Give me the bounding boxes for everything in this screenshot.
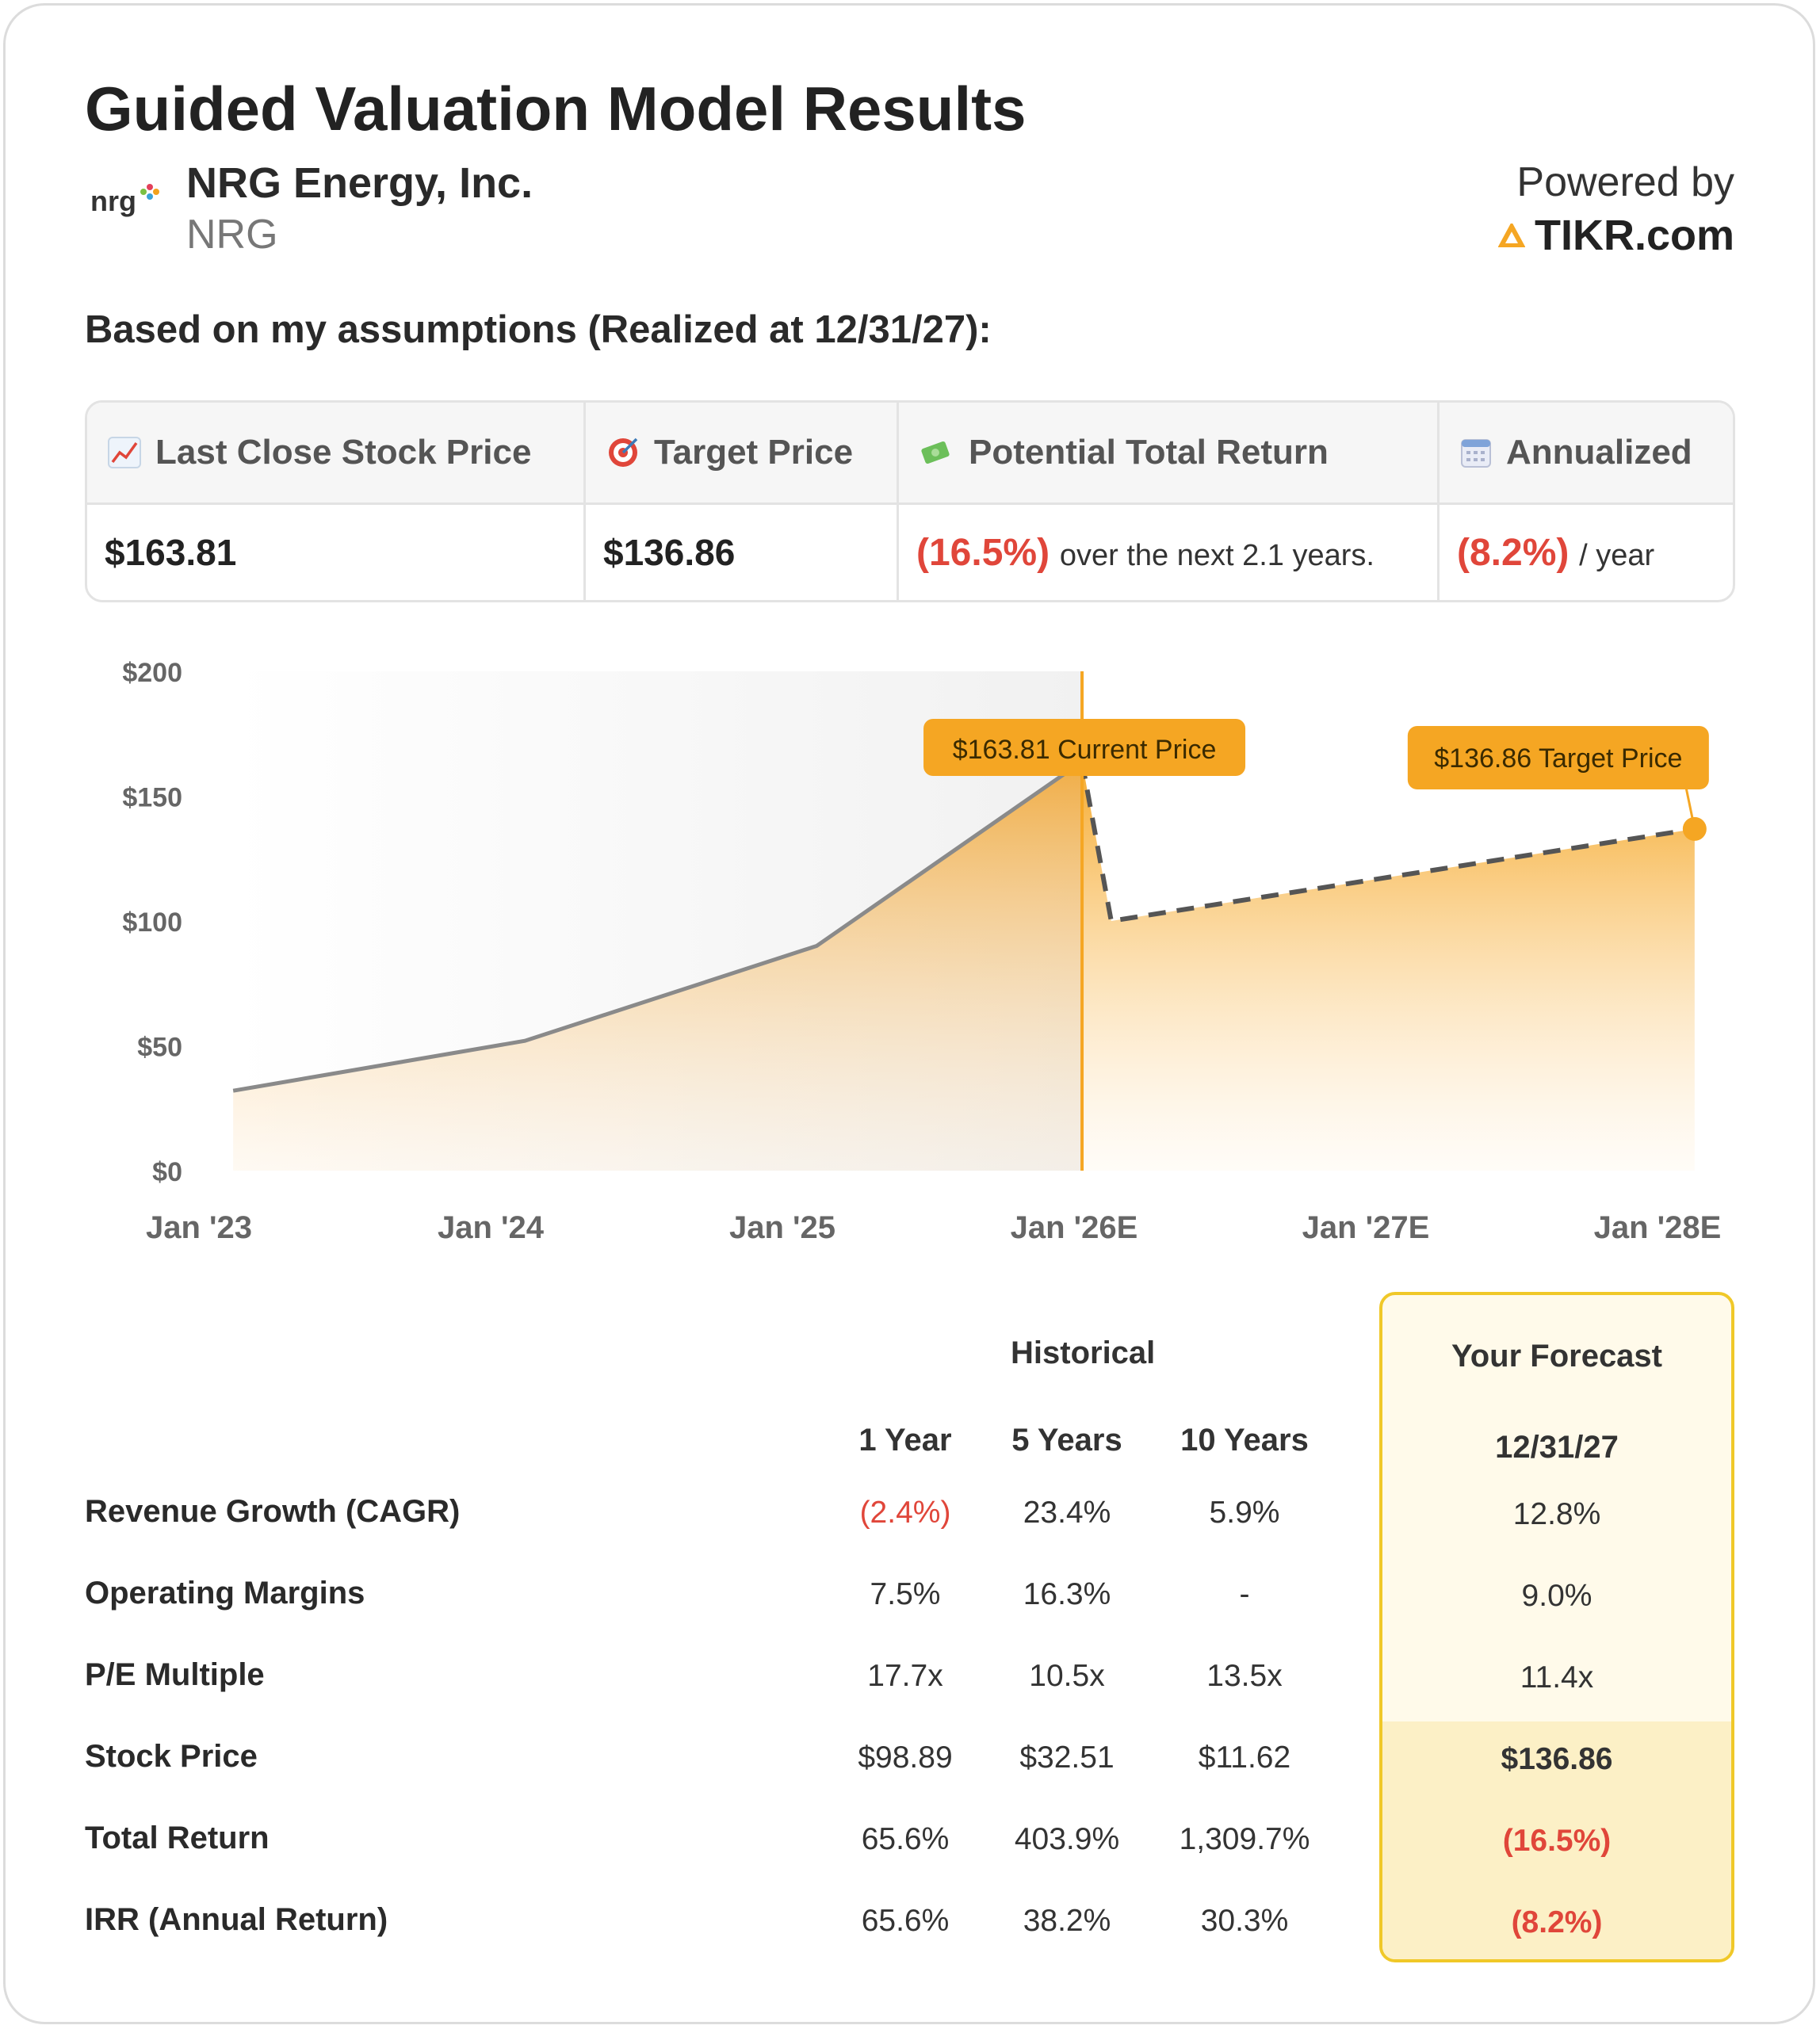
table-cell: 65.6%	[861, 1822, 950, 1856]
assumptions-heading: Based on my assumptions (Realized at 12/…	[85, 308, 992, 351]
row-label: P/E Multiple	[85, 1657, 265, 1692]
x-tick-label: Jan '26E	[1011, 1210, 1138, 1245]
page-title: Guided Valuation Model Results	[85, 74, 1027, 143]
total-return-label: Potential Total Return	[969, 433, 1329, 472]
target-price-label: $136.86 Target Price	[1434, 743, 1682, 774]
forecast-cell: 12.8%	[1512, 1497, 1601, 1531]
col-header-1-year: 1 Year	[858, 1423, 952, 1458]
y-tick-label: $150	[122, 783, 182, 813]
row-label: Operating Margins	[85, 1576, 365, 1611]
table-cell: 403.9%	[1014, 1822, 1120, 1856]
forecast-date: 12/31/27	[1495, 1430, 1619, 1465]
historical-area	[233, 761, 1083, 1171]
summary-header-row	[87, 403, 1733, 505]
x-tick-label: Jan '27E	[1302, 1210, 1430, 1245]
table-cell: 13.5x	[1206, 1659, 1283, 1693]
table-cell: 10.5x	[1029, 1659, 1105, 1693]
summary-col-annualized: Annualized (8.2%) / year	[1437, 403, 1733, 600]
company-ticker: NRG	[186, 212, 278, 258]
col-header-5-years: 5 Years	[1011, 1423, 1122, 1458]
current-price-badge	[923, 719, 1246, 776]
last-close-label: Last Close Stock Price	[155, 433, 532, 472]
table-cell: 65.6%	[861, 1904, 950, 1938]
target-price-label: Target Price	[654, 433, 854, 472]
tikr-logo-icon	[1497, 224, 1525, 247]
table-cell: 23.4%	[1023, 1496, 1111, 1530]
forecast-column: Your Forecast 12/31/27	[1379, 1292, 1734, 1962]
col-header-10-years: 10 Years	[1180, 1423, 1309, 1458]
logo-text: nrg	[90, 185, 136, 217]
x-tick-label: Jan '23	[146, 1210, 252, 1245]
chart-up-icon	[108, 437, 141, 468]
summary-col-last-close: Last Close Stock Price $163.81	[87, 403, 583, 600]
target-icon	[609, 438, 638, 467]
forecast-cell: 11.4x	[1520, 1660, 1594, 1695]
forecast-cell: (8.2%)	[1511, 1905, 1603, 1939]
x-tick-label: Jan '25	[729, 1210, 835, 1245]
money-icon	[921, 441, 950, 464]
company-logo: nrg	[90, 184, 159, 217]
historical-line	[232, 759, 1084, 1093]
annualized-suffix: / year	[1579, 539, 1655, 572]
table-cell: 5.9%	[1209, 1496, 1280, 1530]
tikr-brand-text: TIKR.com	[1534, 212, 1734, 259]
table-cell: 1,309.7%	[1179, 1822, 1310, 1856]
table-cell: 30.3%	[1200, 1904, 1289, 1938]
powered-by-label: Powered by	[1516, 159, 1734, 205]
calendar-icon	[1461, 439, 1491, 468]
table-cell: -	[1239, 1577, 1250, 1611]
last-close-value: $163.81	[105, 532, 237, 573]
y-tick-label: $100	[122, 908, 182, 938]
table-cell: 38.2%	[1023, 1904, 1111, 1938]
annualized-label: Annualized	[1506, 433, 1692, 472]
company-name: NRG Energy, Inc.	[186, 159, 533, 207]
summary-col-total-return: Potential Total Return (16.5%) over the …	[897, 403, 1440, 600]
historical-header: Historical	[1011, 1335, 1156, 1370]
target-point	[1682, 816, 1707, 841]
forecast-cell: (16.5%)	[1502, 1824, 1612, 1858]
price-chart: $0 $50 $100 $150 $200 $163.81 Current Price $1…	[122, 658, 1722, 1245]
annualized-value: (8.2%)	[1457, 532, 1570, 574]
forecast-cell: 9.0%	[1521, 1579, 1592, 1613]
table-cell: 7.5%	[870, 1577, 941, 1611]
total-return-value: (16.5%)	[916, 532, 1050, 574]
table-cell: $11.62	[1198, 1741, 1291, 1775]
table-cell: $32.51	[1019, 1741, 1115, 1775]
tikr-brand[interactable]: TIKR.com	[1497, 211, 1734, 260]
x-tick-label: Jan '28E	[1594, 1210, 1722, 1245]
y-tick-label: $200	[122, 658, 182, 688]
target-price-value: $136.86	[603, 532, 736, 573]
summary-col-target: Target Price $136.86	[583, 403, 899, 600]
row-label: IRR (Annual Return)	[85, 1902, 388, 1937]
y-tick-label: $50	[137, 1033, 182, 1063]
forecast-header: Your Forecast	[1451, 1339, 1662, 1374]
table-cell: (2.4%)	[859, 1496, 951, 1530]
y-tick-label: $0	[152, 1157, 182, 1187]
target-price-badge	[1407, 726, 1709, 789]
forecast-dashed-line	[1080, 761, 1696, 924]
current-price-label: $163.81 Current Price	[953, 735, 1217, 765]
table-cell: 16.3%	[1023, 1577, 1111, 1611]
row-label: Total Return	[85, 1821, 270, 1855]
total-return-suffix: over the next 2.1 years.	[1059, 539, 1375, 572]
x-tick-label: Jan '24	[438, 1210, 545, 1245]
row-label: Stock Price	[85, 1739, 258, 1774]
forecast-cell: $136.86	[1501, 1742, 1613, 1776]
row-label: Revenue Growth (CAGR)	[85, 1494, 461, 1529]
forecast-highlight	[1382, 1721, 1731, 1959]
table-cell: $98.89	[858, 1741, 953, 1775]
table-cell: 17.7x	[867, 1659, 943, 1693]
summary-table: Last Close Stock Price $163.81 Target Pr…	[85, 400, 1735, 602]
forecast-area	[1082, 761, 1695, 1171]
